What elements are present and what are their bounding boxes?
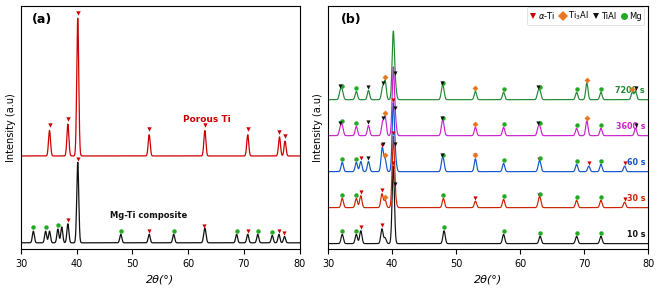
Text: Mg-Ti composite: Mg-Ti composite (110, 211, 187, 220)
X-axis label: 2θ(°): 2θ(°) (474, 274, 502, 284)
Legend: $\alpha$-Ti, Ti$_3$Al, TiAl, Mg: $\alpha$-Ti, Ti$_3$Al, TiAl, Mg (527, 7, 644, 25)
Y-axis label: Intensity (a.u): Intensity (a.u) (313, 93, 323, 162)
Text: 7200 s: 7200 s (616, 86, 645, 95)
Text: 60 s: 60 s (626, 158, 645, 167)
Text: 10 s: 10 s (626, 230, 645, 239)
Y-axis label: Intensity (a.u): Intensity (a.u) (5, 93, 16, 162)
Text: Porous Ti: Porous Ti (183, 115, 230, 124)
Text: 30 s: 30 s (626, 194, 645, 203)
Text: (a): (a) (32, 13, 53, 26)
X-axis label: 2θ(°): 2θ(°) (147, 274, 174, 284)
Text: 3600 s: 3600 s (616, 122, 645, 131)
Text: (b): (b) (341, 13, 362, 26)
